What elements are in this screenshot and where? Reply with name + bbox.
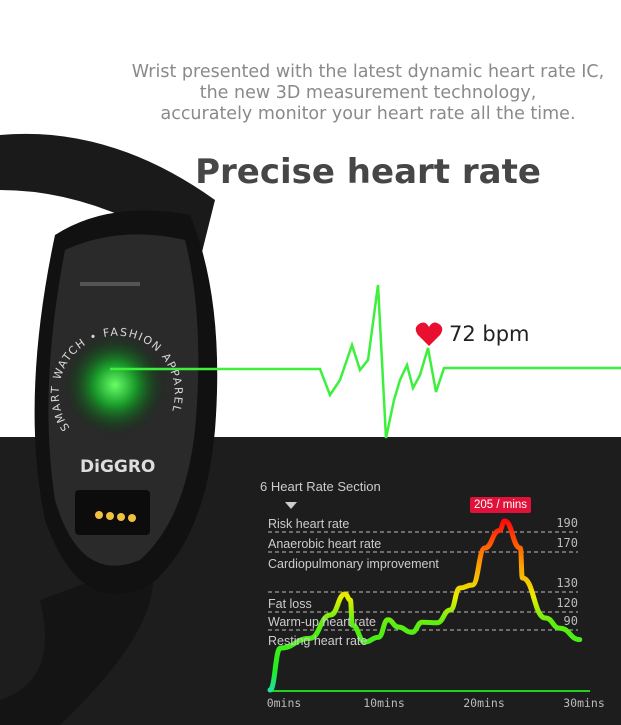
page-title: Precise heart rate [195,152,541,192]
zone-label: Risk heart rate [268,517,350,531]
zone-value: 170 [556,536,578,550]
down-arrow-icon [285,502,297,509]
zone-value: 120 [556,596,578,610]
chart-title: 6 Heart Rate Section [260,479,381,494]
watch-brand: DiGGRO [80,457,155,477]
zone-value: 90 [563,614,578,628]
ecg-line [110,284,621,439]
x-tick-label: 10mins [363,696,405,710]
zone-label: Warm-up heart rate [268,615,376,629]
zone-value: 130 [556,576,578,590]
x-tick-label: 20mins [463,696,505,710]
intro-line: accurately monitor your heart rate all t… [160,104,576,124]
zone-label: Fat loss [268,597,312,611]
heart-rate-chart [267,502,590,693]
bpm-readout: 72 bpm [449,322,530,346]
zone-label: Cardiopulmonary improvement [268,557,439,571]
heart-rate-series [267,518,583,693]
intro-line: the new 3D measurement technology, [199,83,537,103]
intro-line: Wrist presented with the latest dynamic … [131,62,605,82]
intro-text: Wrist presented with the latest dynamic … [118,62,618,125]
peak-badge: 205 / mins [470,497,532,513]
zone-value: 190 [556,516,578,530]
zone-label: Resting heart rate [268,634,368,648]
watch-image [0,133,218,725]
x-tick-label: 30mins [563,696,605,710]
x-tick-label: 0mins [266,696,302,710]
zone-label: Anaerobic heart rate [268,537,382,551]
